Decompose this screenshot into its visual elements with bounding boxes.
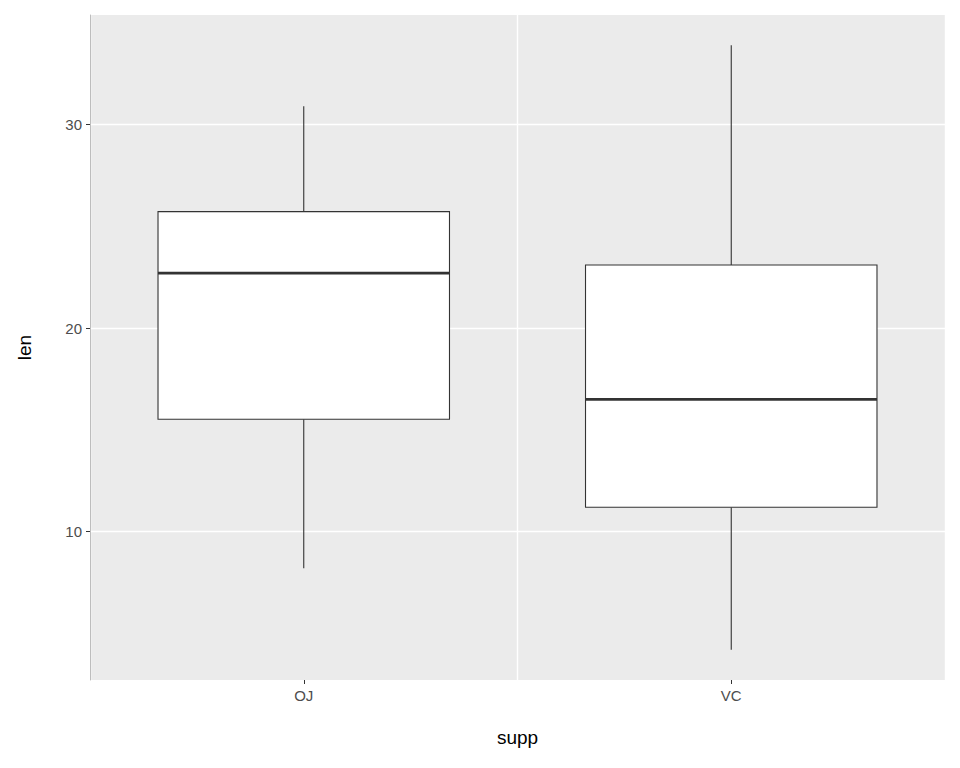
svg-text:10: 10 bbox=[65, 523, 82, 540]
svg-text:20: 20 bbox=[65, 320, 82, 337]
svg-text:OJ: OJ bbox=[294, 687, 313, 704]
svg-text:VC: VC bbox=[721, 687, 742, 704]
svg-text:30: 30 bbox=[65, 116, 82, 133]
svg-text:len: len bbox=[14, 335, 35, 360]
svg-text:supp: supp bbox=[497, 727, 538, 748]
